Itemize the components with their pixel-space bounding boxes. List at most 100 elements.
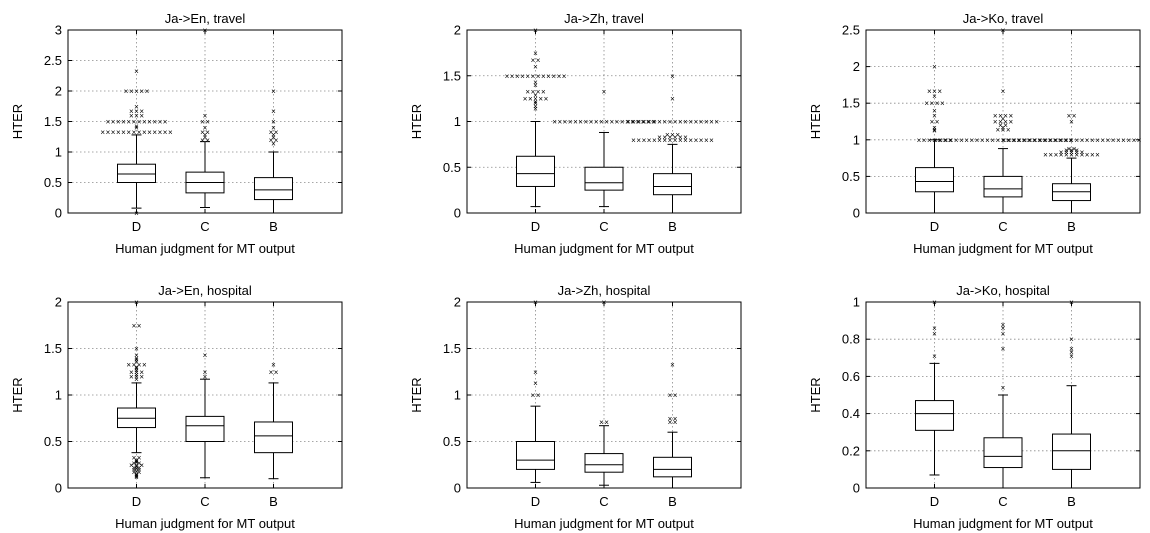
outlier-marker: × (1054, 136, 1059, 145)
outlier-marker: × (1068, 136, 1073, 145)
outlier-marker: × (1048, 136, 1053, 145)
outlier-marker: × (525, 72, 530, 81)
outlier-marker: × (924, 99, 929, 108)
chart-title: Ja->Zh, travel (564, 11, 644, 26)
outlier-marker: × (1053, 136, 1058, 145)
x-axis-label: Human judgment for MT output (514, 516, 694, 531)
outlier-marker: × (147, 118, 152, 127)
outlier-marker: × (134, 363, 139, 372)
outlier-marker: × (271, 360, 276, 369)
outlier-marker: × (694, 118, 699, 127)
outlier-marker: × (132, 459, 137, 468)
outlier-marker: × (1090, 150, 1095, 159)
outlier-marker: × (139, 461, 144, 470)
plot-frame (865, 29, 1141, 214)
outlier-marker: × (132, 468, 137, 477)
y-tick-label: 0.5 (44, 434, 62, 449)
outlier-marker: × (1132, 136, 1137, 145)
outlier-marker: × (927, 136, 932, 145)
outlier-marker: × (132, 321, 137, 330)
outlier-marker: × (203, 351, 208, 360)
outlier-marker: × (563, 118, 568, 127)
outlier-marker: × (932, 107, 937, 116)
outlier-marker: × (152, 128, 157, 137)
box-iqr (117, 163, 156, 183)
outlier-marker: × (134, 368, 139, 377)
outlier-marker: × (609, 118, 614, 127)
outlier-marker: × (139, 372, 144, 381)
outlier-marker: × (134, 457, 139, 466)
outlier-marker: × (1037, 136, 1042, 145)
plot-frame (67, 301, 343, 489)
outlier-marker: × (1003, 112, 1008, 121)
x-tick-label: C (200, 219, 209, 234)
outlier-marker: × (1085, 136, 1090, 145)
outlier-marker: × (126, 118, 131, 127)
chart-title: Ja->Zh, hospital (558, 283, 651, 298)
outlier-marker: × (200, 118, 205, 127)
x-tick-label: B (269, 494, 278, 509)
y-axis-label: HTER (10, 377, 25, 412)
outlier-marker: × (100, 128, 105, 137)
outlier-marker: × (937, 136, 942, 145)
outlier-marker: × (274, 136, 279, 145)
outlier-marker: × (1069, 136, 1074, 145)
outlier-marker: × (670, 360, 675, 369)
outlier-marker: × (134, 358, 139, 367)
outlier-marker: × (651, 118, 656, 127)
outlier-marker: × (1074, 150, 1079, 159)
outlier-marker: × (533, 99, 538, 108)
outlier-marker: × (668, 136, 673, 145)
outlier-marker: × (993, 112, 998, 121)
outlier-marker: × (134, 458, 139, 467)
box-iqr (653, 173, 692, 196)
outlier-marker: × (132, 118, 137, 127)
outlier-marker: × (683, 133, 688, 142)
outlier-marker: × (163, 128, 168, 137)
outlier-marker: × (124, 87, 129, 96)
outlier-marker: × (1006, 136, 1011, 145)
chart-panel: 00.511.522.5D C B× × × × × × ××××× ×××× × × ××× × ××× ×… (808, 11, 1142, 256)
x-tick-label: C (998, 219, 1007, 234)
outlier-marker: × (995, 136, 1000, 145)
outlier-marker: × (134, 351, 139, 360)
outlier-marker: × (274, 128, 279, 137)
outlier-marker: × (652, 118, 657, 127)
outlier-marker: × (683, 118, 688, 127)
outlier-marker: × (673, 414, 678, 423)
y-tick-label: 0.5 (443, 160, 461, 175)
outlier-marker: × (1016, 136, 1021, 145)
outlier-marker: × (1032, 136, 1037, 145)
outlier-marker: × (1008, 112, 1013, 121)
outlier-marker: × (1069, 118, 1074, 127)
outlier-marker: × (126, 360, 131, 369)
outlier-marker: × (152, 118, 157, 127)
outlier-marker: × (139, 107, 144, 116)
outlier-marker: × (523, 95, 528, 104)
outlier-marker: × (631, 136, 636, 145)
outlier-marker: × (932, 126, 937, 135)
outlier-marker: × (139, 368, 144, 377)
outlier-marker: × (922, 136, 927, 145)
y-tick-label: 0.8 (842, 332, 860, 347)
outlier-marker: × (1064, 136, 1069, 145)
outlier-marker: × (134, 124, 139, 133)
outlier-marker: × (964, 136, 969, 145)
outlier-marker: × (657, 133, 662, 142)
plot-frame (865, 301, 1141, 489)
outlier-marker: × (642, 118, 647, 127)
outlier-marker: × (137, 465, 142, 474)
outlier-marker: × (536, 72, 541, 81)
outlier-marker: × (137, 128, 142, 137)
x-axis-label: Human judgment for MT output (115, 516, 295, 531)
outlier-marker: × (647, 136, 652, 145)
x-axis-label: Human judgment for MT output (115, 241, 295, 256)
x-tick-label: D (930, 219, 939, 234)
y-tick-label: 2 (454, 295, 461, 310)
outlier-marker: × (137, 468, 142, 477)
outlier-marker: × (943, 136, 948, 145)
outlier-marker: × (203, 130, 208, 139)
outlier-marker: × (551, 72, 556, 81)
y-tick-label: 1 (55, 388, 62, 403)
outlier-marker: × (954, 136, 959, 145)
